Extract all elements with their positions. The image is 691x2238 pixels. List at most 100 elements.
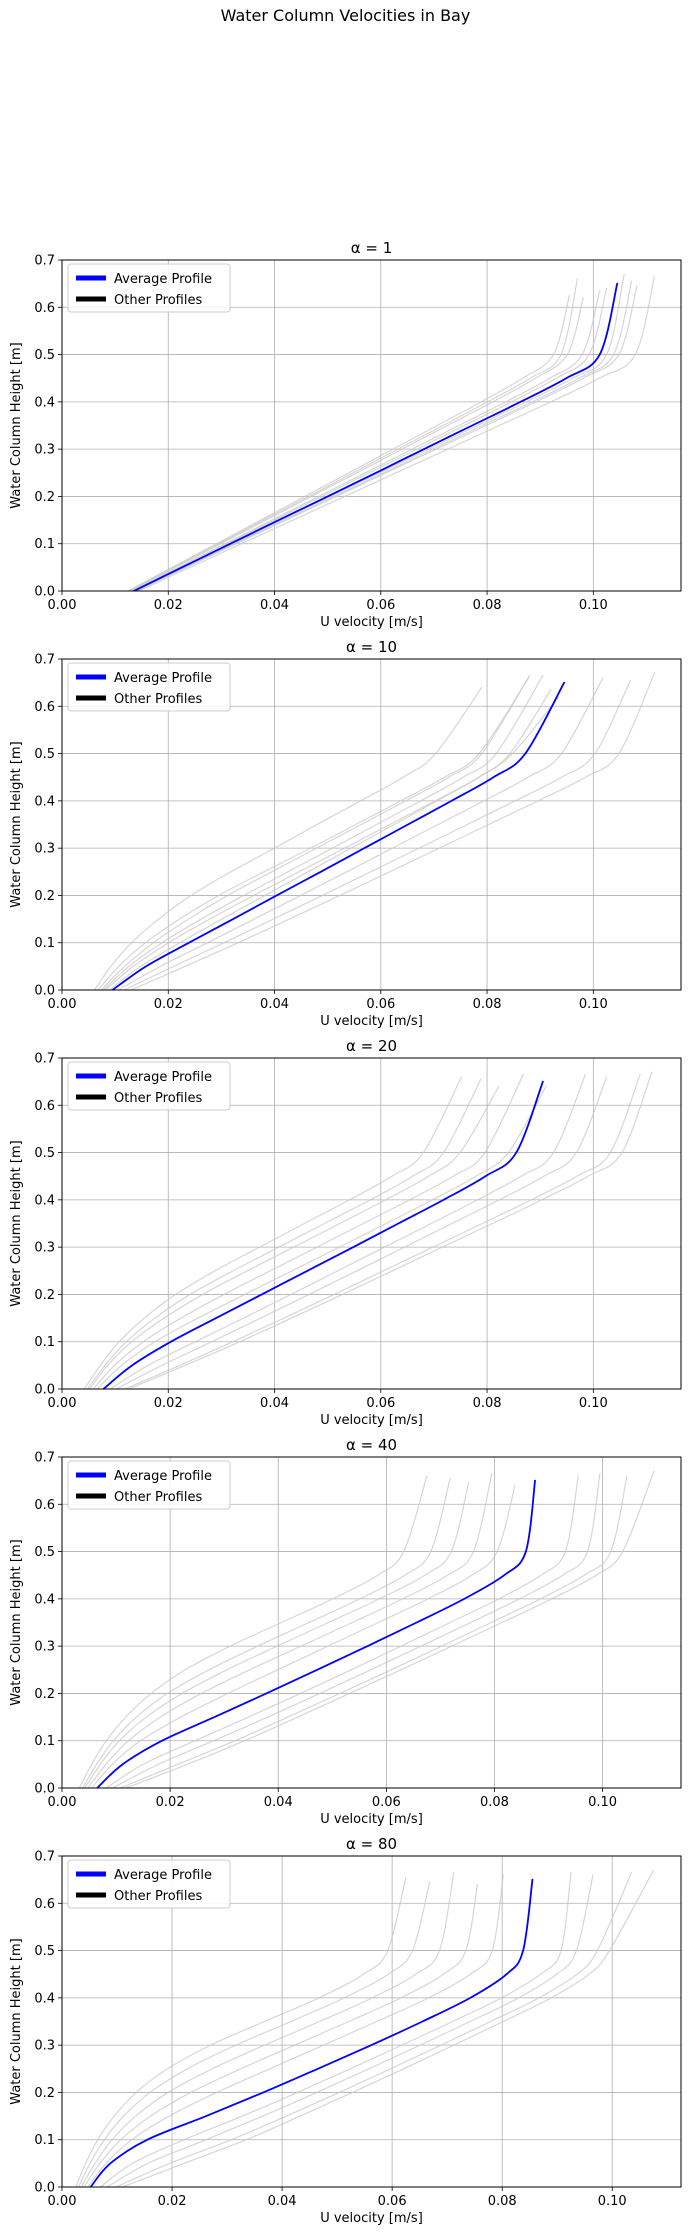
other-profile-line (115, 1076, 608, 1389)
legend: Average Profile Other Profiles (67, 662, 231, 712)
x-tick-label: 0.02 (154, 598, 183, 613)
y-tick-label: 0.6 (34, 1498, 55, 1513)
y-tick-label: 0.2 (34, 2086, 55, 2101)
x-axis-label: U velocity [m/s] (320, 1014, 423, 1029)
y-tick-label: 0.1 (34, 1734, 55, 1749)
other-profile-line (92, 1073, 524, 1389)
y-tick-label: 0.0 (34, 984, 55, 999)
axes-frame (61, 1456, 682, 1789)
y-tick-label: 0.0 (34, 585, 55, 600)
x-axis-label: U velocity [m/s] (320, 2211, 423, 2226)
y-tick-label: 0.5 (34, 747, 55, 762)
chart-svg: α = 20 0.00 0.02 0.04 0.06 0.08 0.10 0.0 0.1 0.2 0… (9, 1037, 682, 1428)
x-tick-label: 0.10 (579, 997, 608, 1012)
other-profile-line (97, 677, 530, 990)
other-profile-line (112, 1472, 601, 1788)
other-profile-line (132, 287, 608, 591)
legend: Average Profile Other Profiles (67, 1061, 231, 1111)
y-tick-label: 0.4 (34, 1592, 55, 1607)
x-tick-label: 0.10 (588, 1795, 617, 1810)
y-tick-label: 0.1 (34, 1335, 55, 1350)
other-profile-line (134, 273, 625, 591)
y-tick-label: 0.1 (34, 537, 55, 552)
chart-title: α = 10 (346, 638, 397, 656)
other-profile-line (121, 1869, 655, 2187)
x-tick-label: 0.10 (598, 2194, 627, 2209)
legend: Average Profile Other Profiles (67, 1460, 231, 1510)
other-profile-line (117, 677, 604, 990)
y-tick-label: 0.2 (34, 1687, 55, 1702)
other-profile-line (109, 1073, 586, 1389)
x-tick-label: 0.04 (260, 997, 289, 1012)
x-tick-label: 0.00 (48, 598, 77, 613)
y-tick-label: 0.0 (34, 1383, 55, 1398)
y-tick-label: 0.7 (34, 1052, 55, 1067)
chart-panel-4: α = 40 0.00 0.02 0.04 0.06 0.08 0.10 0.0 0.1 0.2 0… (0, 1435, 691, 1833)
y-tick-label: 0.3 (34, 1241, 55, 1256)
y-tick-label: 0.2 (34, 1288, 55, 1303)
x-tick-label: 0.06 (378, 2194, 407, 2209)
x-tick-label: 0.02 (154, 997, 183, 1012)
other-profile-line (78, 1475, 428, 1788)
chart-title: α = 1 (351, 239, 393, 257)
axes-frame (61, 1855, 682, 2188)
other-profile-line (127, 294, 571, 591)
y-tick-label: 0.5 (34, 1944, 55, 1959)
other-profile-line (84, 1482, 470, 1788)
y-axis-label: Water Column Height [m] (9, 1539, 24, 1705)
legend-entry-label: Other Profiles (114, 1889, 202, 1904)
x-tick-label: 0.08 (473, 997, 502, 1012)
chart-panel-3: α = 20 0.00 0.02 0.04 0.06 0.08 0.10 0.0 0.1 0.2 0… (0, 1036, 691, 1434)
other-profile-line (119, 1475, 628, 1788)
y-tick-label: 0.3 (34, 2039, 55, 2054)
y-tick-label: 0.3 (34, 1640, 55, 1655)
y-tick-label: 0.5 (34, 348, 55, 363)
other-profile-line (129, 297, 584, 591)
y-tick-label: 0.4 (34, 395, 55, 410)
other-profile-line (127, 1071, 653, 1389)
legend-entry-label: Other Profiles (114, 293, 202, 308)
chart-svg: α = 80 0.00 0.02 0.04 0.06 0.08 0.10 0.0 0.1 0.2 0… (9, 1835, 682, 2226)
legend: Average Profile Other Profiles (67, 1859, 231, 1909)
chart-svg: α = 40 0.00 0.02 0.04 0.06 0.08 0.10 0.0 0.1 0.2 0… (9, 1436, 682, 1827)
other-profile-line (105, 1475, 579, 1788)
average-profile-line (102, 1080, 544, 1389)
y-tick-label: 0.6 (34, 1897, 55, 1912)
x-tick-label: 0.08 (473, 1396, 502, 1411)
x-tick-label: 0.02 (154, 1396, 183, 1411)
y-tick-label: 0.1 (34, 2133, 55, 2148)
y-tick-label: 0.3 (34, 443, 55, 458)
y-axis-label: Water Column Height [m] (9, 342, 24, 508)
chart-title: α = 40 (346, 1436, 397, 1454)
other-profile-line (128, 278, 578, 591)
chart-svg: α = 10 0.00 0.02 0.04 0.06 0.08 0.10 0.0 0.1 0.2 0… (9, 638, 682, 1029)
legend-entry-label: Other Profiles (114, 692, 202, 707)
average-profile-line (89, 1878, 534, 2187)
y-tick-label: 0.2 (34, 490, 55, 505)
x-axis-label: U velocity [m/s] (320, 1413, 423, 1428)
x-tick-label: 0.08 (473, 598, 502, 613)
x-tick-label: 0.04 (260, 1396, 289, 1411)
y-tick-label: 0.7 (34, 1850, 55, 1865)
chart-panel-5: α = 80 0.00 0.02 0.04 0.06 0.08 0.10 0.0 0.1 0.2 0… (0, 1834, 691, 2232)
y-tick-label: 0.7 (34, 653, 55, 668)
average-profile-line (132, 282, 619, 591)
legend-entry-label: Average Profile (114, 671, 212, 686)
y-tick-label: 0.6 (34, 700, 55, 715)
y-tick-label: 0.5 (34, 1545, 55, 1560)
x-tick-label: 0.00 (48, 997, 77, 1012)
x-tick-label: 0.10 (579, 1396, 608, 1411)
legend-entry-label: Other Profiles (114, 1490, 202, 1505)
average-profile-line (96, 1479, 536, 1788)
other-profile-line (89, 1085, 500, 1389)
y-tick-label: 0.0 (34, 2181, 55, 2196)
figure-title: Water Column Velocities in Bay (220, 6, 471, 25)
y-tick-label: 0.6 (34, 1099, 55, 1114)
y-tick-label: 0.7 (34, 1451, 55, 1466)
x-axis-label: U velocity [m/s] (320, 615, 423, 630)
other-profile-line (100, 674, 531, 990)
other-profile-line (115, 1871, 633, 2187)
y-axis-label: Water Column Height [m] (9, 1140, 24, 1306)
average-profile-line (111, 681, 566, 990)
other-profile-line (123, 679, 632, 990)
